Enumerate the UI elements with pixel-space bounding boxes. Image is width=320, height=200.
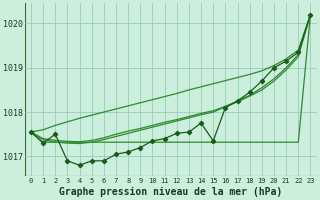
X-axis label: Graphe pression niveau de la mer (hPa): Graphe pression niveau de la mer (hPa)	[59, 186, 282, 197]
